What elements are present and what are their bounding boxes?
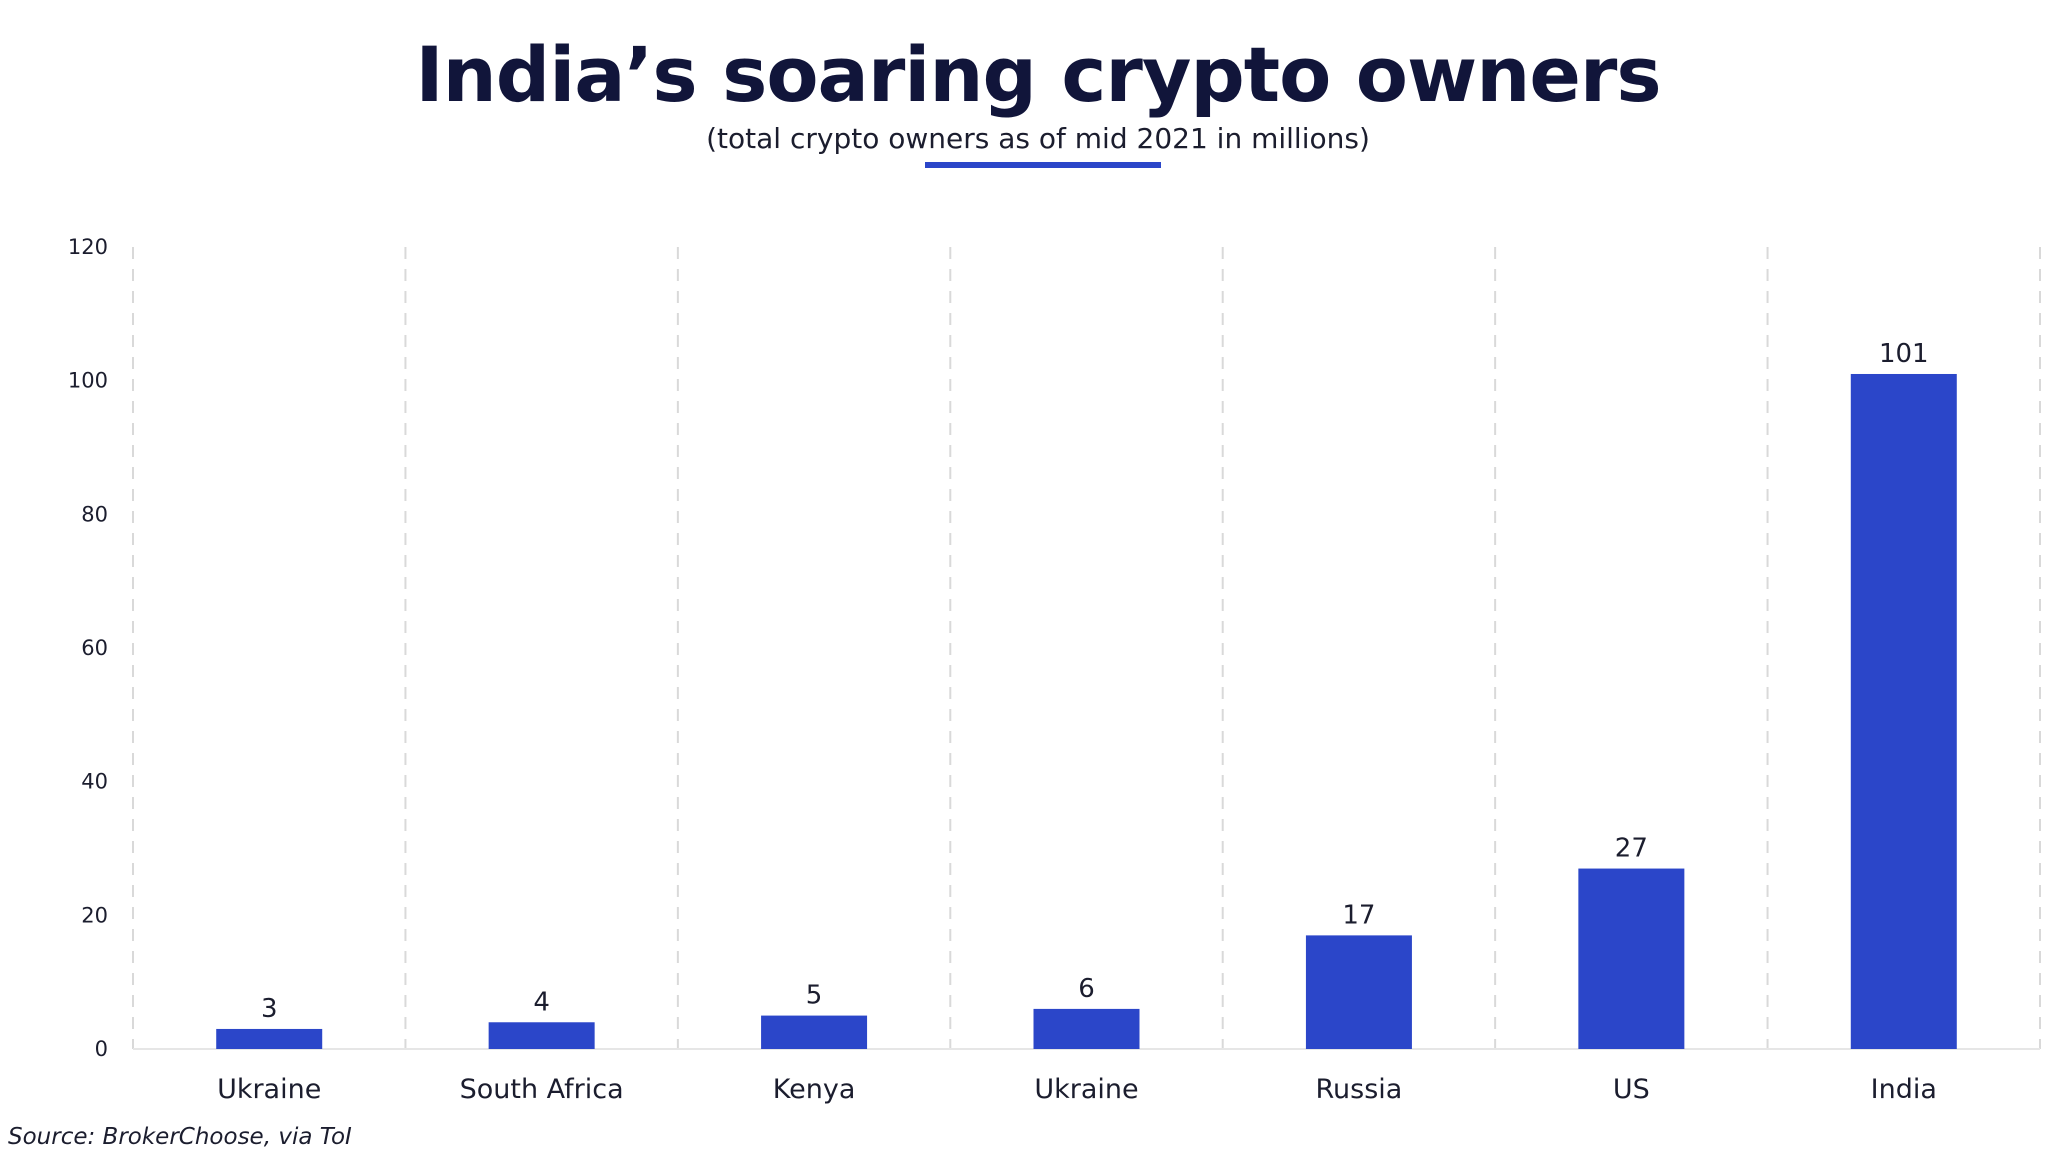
source-note: Source: BrokerChoose, via ToI	[8, 1124, 352, 1150]
data-label: 6	[1078, 974, 1095, 1004]
x-tick-label: Ukraine	[1034, 1074, 1138, 1105]
bar-kenya	[761, 1015, 868, 1049]
bar-russia	[1305, 935, 1412, 1049]
chart-subtitle: (total crypto owners as of mid 2021 in m…	[706, 122, 1370, 155]
x-tick-label: South Africa	[460, 1074, 624, 1105]
bar-ukraine	[216, 1028, 323, 1049]
data-label: 27	[1615, 834, 1648, 864]
x-tick-label: US	[1613, 1074, 1650, 1105]
data-label: 5	[806, 981, 823, 1011]
y-tick-label: 0	[95, 1037, 108, 1061]
y-axis: 0 20 40 60 80 100 120	[68, 235, 108, 1061]
chart-title: India’s soaring crypto owners	[415, 30, 1661, 119]
y-tick-label: 60	[81, 636, 108, 660]
data-labels: 3 4 5 6 17 27 101	[261, 339, 1929, 1024]
data-label: 17	[1342, 900, 1375, 930]
y-tick-label: 80	[81, 502, 108, 526]
title-underline	[925, 162, 1161, 168]
x-axis: Ukraine South Africa Kenya Ukraine Russia US I…	[217, 1074, 1937, 1105]
x-tick-label: Kenya	[773, 1074, 856, 1105]
bar-us	[1578, 868, 1685, 1049]
bar-south-africa	[488, 1022, 595, 1049]
x-tick-label: Ukraine	[217, 1074, 321, 1105]
y-tick-label: 100	[68, 369, 108, 393]
bars	[216, 373, 1957, 1049]
data-label: 3	[261, 994, 278, 1024]
y-tick-label: 120	[68, 235, 108, 259]
data-label: 4	[533, 987, 550, 1017]
grid-layer	[132, 247, 2041, 1050]
bar-ukraine	[1033, 1008, 1140, 1049]
data-label: 101	[1879, 339, 1929, 369]
x-tick-label: Russia	[1316, 1074, 1403, 1105]
x-tick-label: India	[1871, 1074, 1937, 1105]
y-tick-label: 40	[81, 770, 108, 794]
y-tick-label: 20	[81, 903, 108, 927]
bar-india	[1850, 373, 1957, 1049]
